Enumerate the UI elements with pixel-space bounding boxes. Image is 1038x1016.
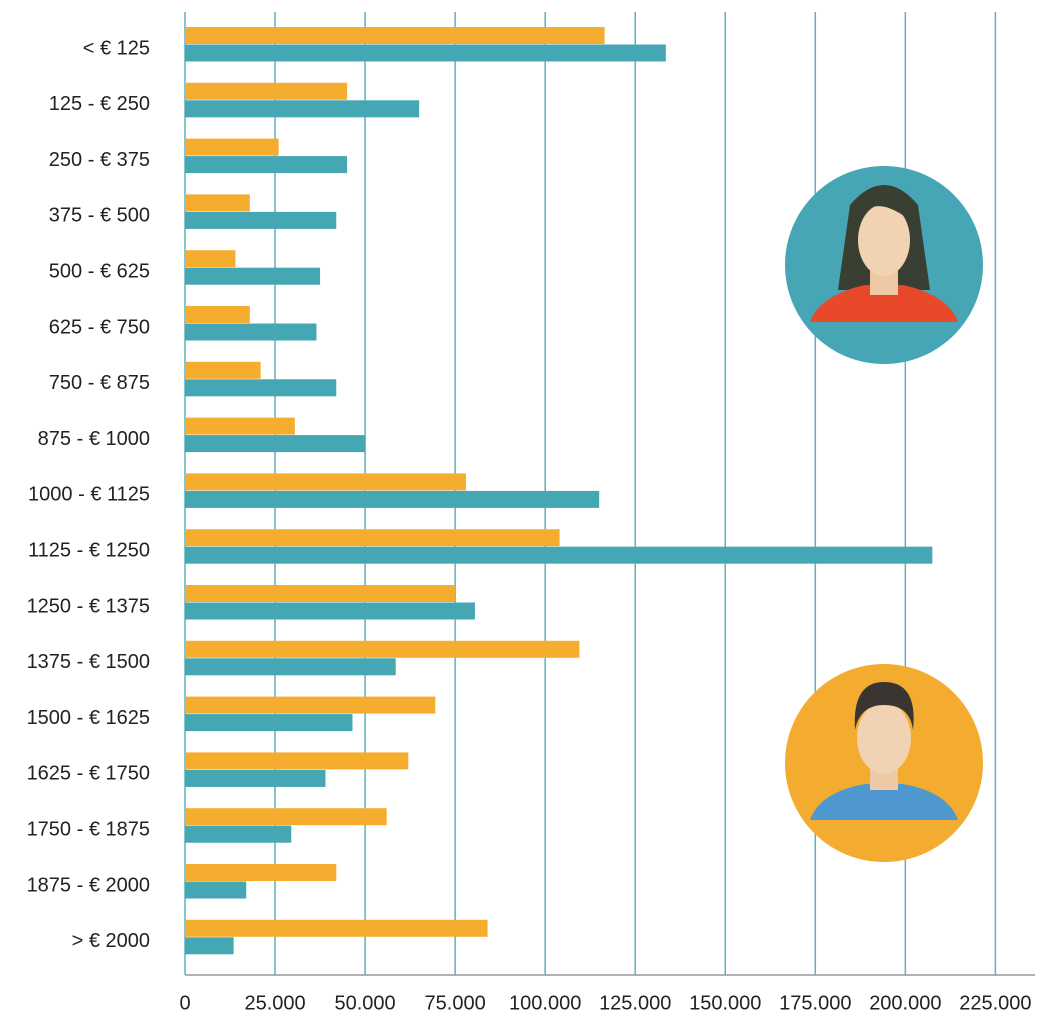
y-tick-label: > € 2000 [72,930,150,952]
female-icon [785,166,983,364]
bar [185,864,336,881]
y-tick-label: 875 - € 1000 [38,428,150,450]
bar [185,882,246,899]
y-tick-label: 1375 - € 1500 [27,651,150,673]
y-tick-label: 1500 - € 1625 [27,707,150,729]
bar [185,752,408,769]
bar [185,83,347,100]
x-tick-label: 125.000 [599,992,671,1014]
bar [185,529,560,546]
bar [185,156,347,173]
bar [185,194,250,211]
y-tick-label: 375 - € 500 [49,205,150,227]
y-tick-label: 750 - € 875 [49,372,150,394]
y-tick-label: 1875 - € 2000 [27,874,150,896]
bar [185,603,475,620]
bar [185,306,250,323]
x-tick-label: 175.000 [779,992,851,1014]
bar [185,100,419,117]
bar [185,697,435,714]
bar [185,547,932,564]
bar [185,658,396,675]
x-tick-label: 50.000 [334,992,395,1014]
bar [185,473,466,490]
bar [185,491,599,508]
x-tick-label: 150.000 [689,992,761,1014]
x-tick-label: 200.000 [869,992,941,1014]
y-tick-label: 625 - € 750 [49,316,150,338]
bar [185,27,605,44]
bar [185,418,295,435]
y-tick-label: 250 - € 375 [49,149,150,171]
y-tick-label: 500 - € 625 [49,260,150,282]
bar [185,362,261,379]
bar [185,139,279,156]
bar [185,826,291,843]
y-tick-label: 1750 - € 1875 [27,818,150,840]
y-tick-label: 1250 - € 1375 [27,595,150,617]
bar [185,937,234,954]
x-tick-label: 75.000 [425,992,486,1014]
bar [185,435,365,452]
bar [185,379,336,396]
bar [185,212,336,229]
bar [185,585,455,602]
bar [185,641,579,658]
y-tick-label: 1125 - € 1250 [28,539,150,561]
chart: 0 25.000 50.000 75.000 100.000 125.000 150.000… [0,0,1038,1016]
x-tick-label: 100.000 [509,992,581,1014]
bar [185,250,235,267]
x-tick-label: 25.000 [244,992,305,1014]
y-tick-label: < € 125 [83,37,150,59]
y-tick-label: 1000 - € 1125 [28,484,150,506]
bar [185,714,352,731]
bar [185,920,488,937]
male-icon [785,664,983,862]
y-tick-label: 125 - € 250 [49,93,150,115]
x-tick-label: 225.000 [959,992,1031,1014]
bar [185,324,316,341]
y-tick-label: 1625 - € 1750 [27,763,150,785]
bar [185,770,325,787]
bar [185,45,666,62]
bar [185,808,387,825]
x-tick-label: 0 [179,992,190,1014]
bar [185,268,320,285]
